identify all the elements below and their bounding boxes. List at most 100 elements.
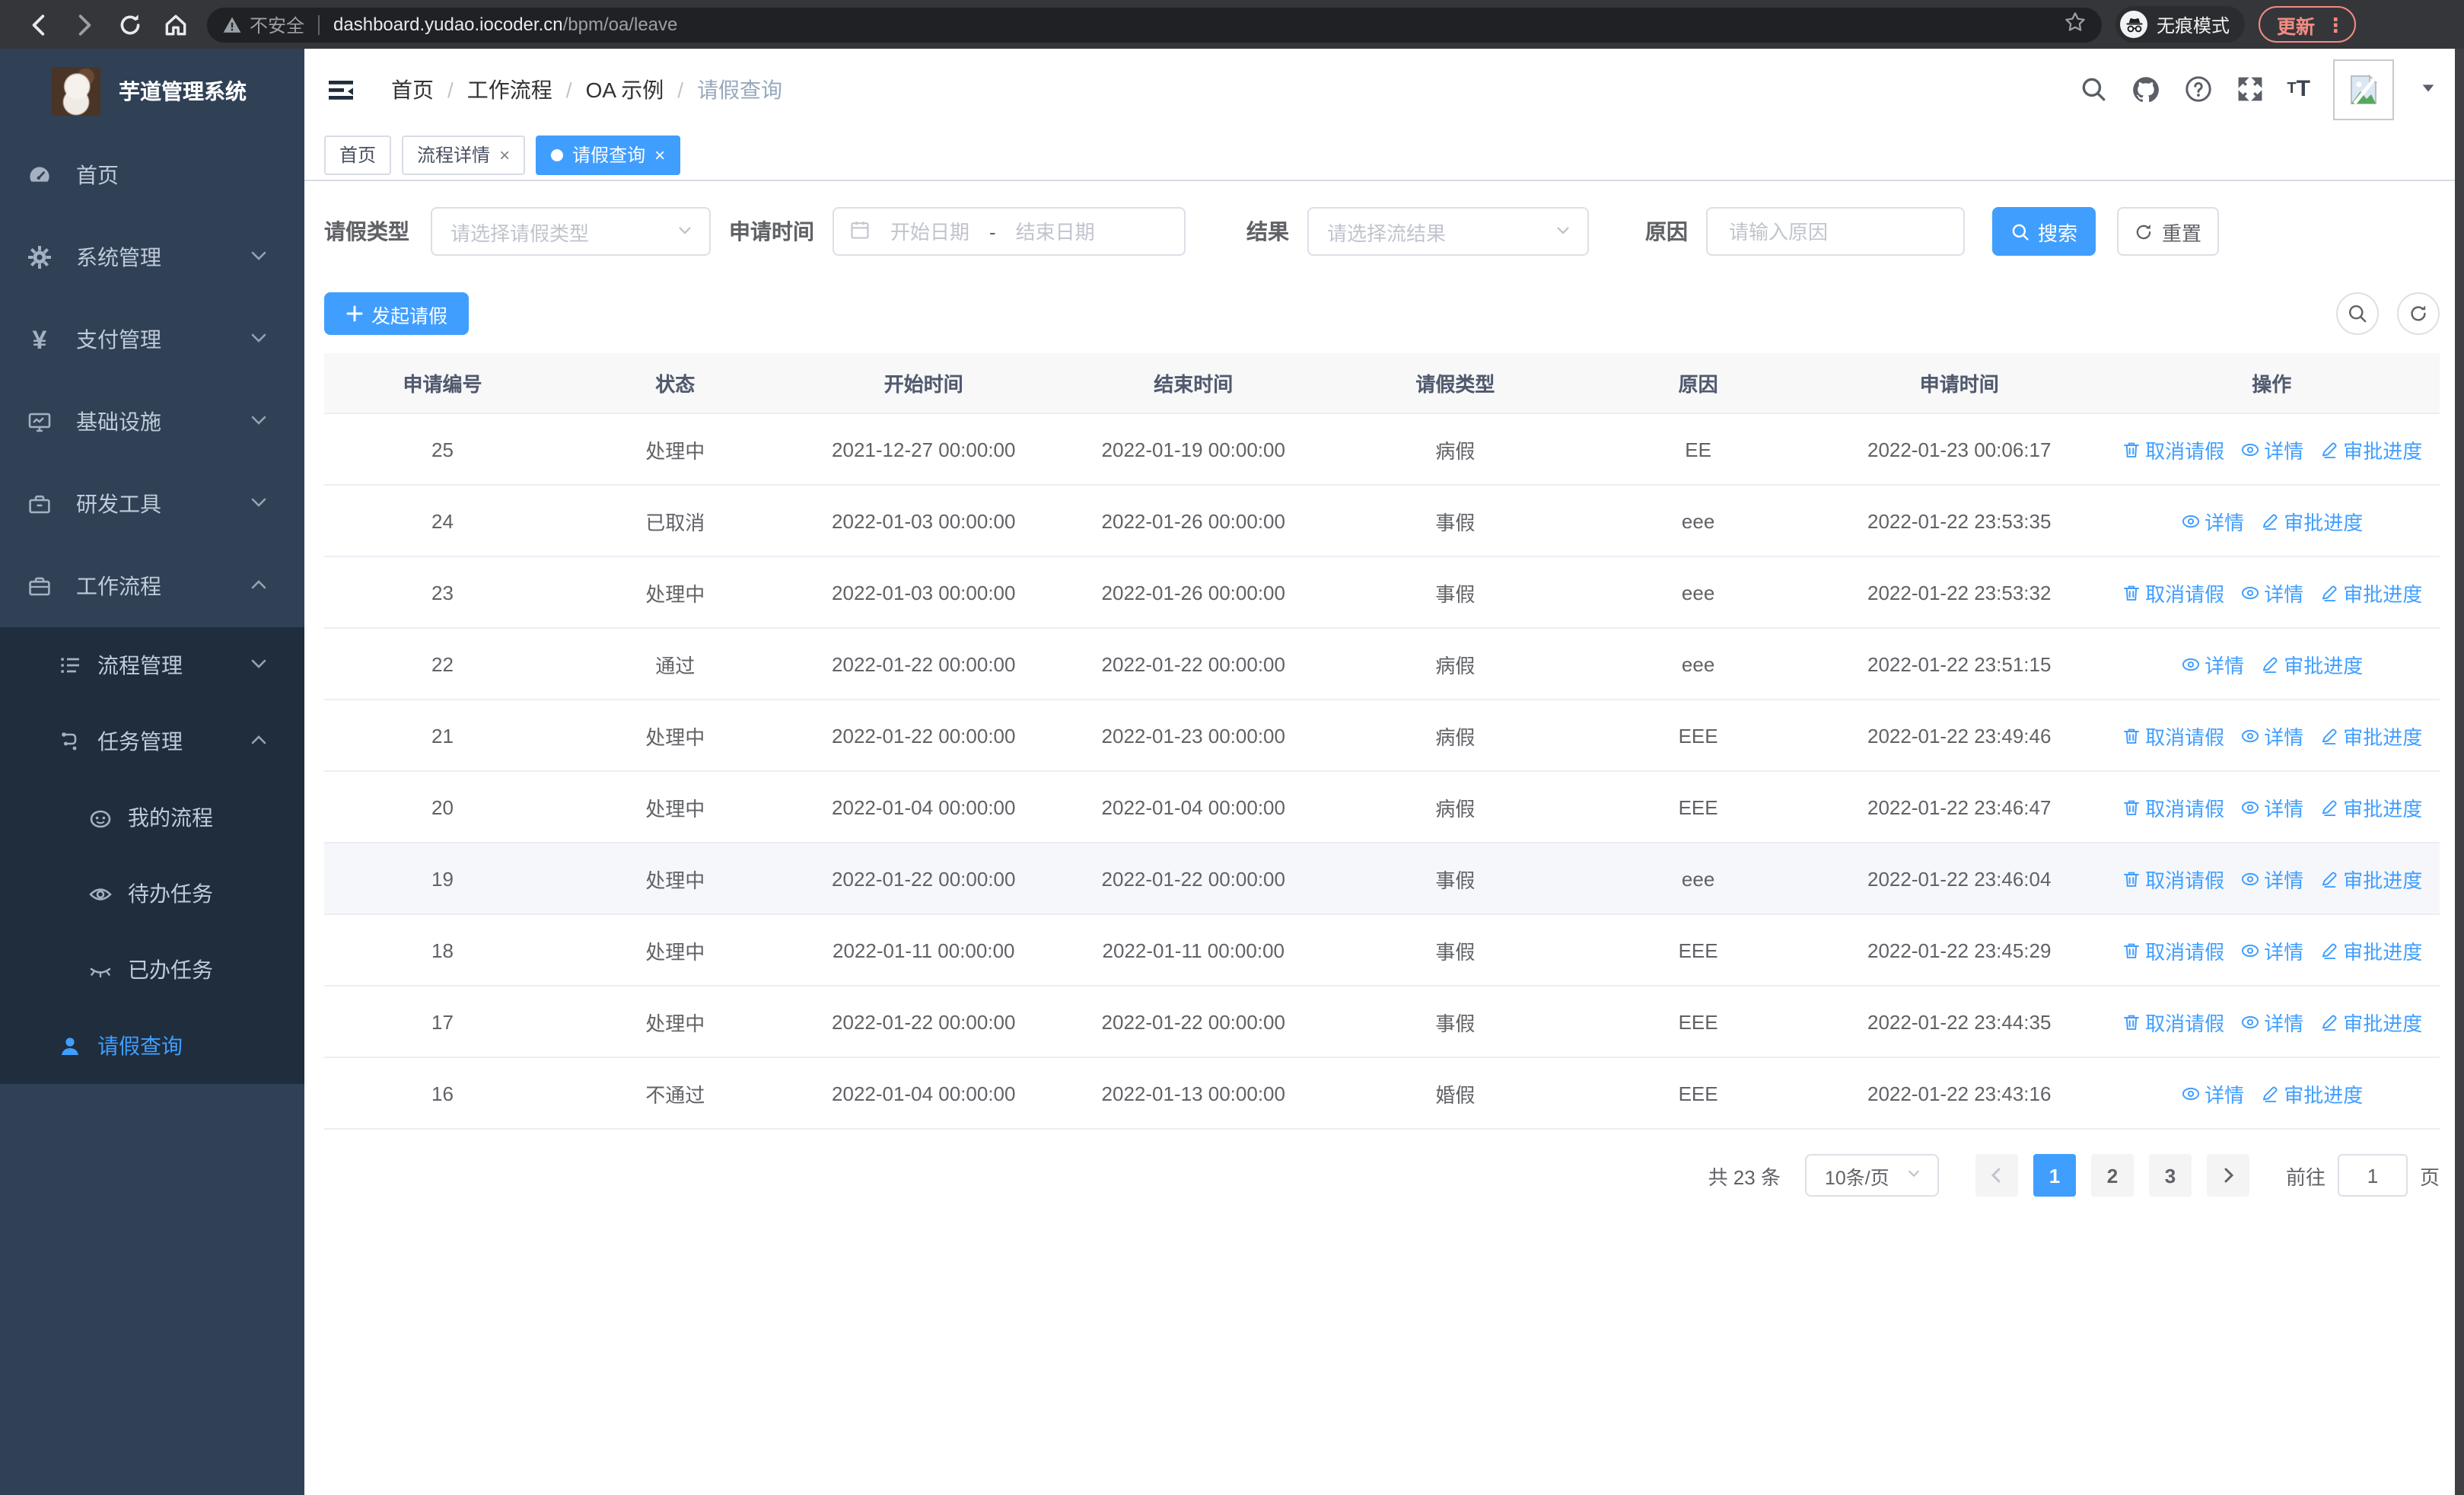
sidebar-item-process-mgmt[interactable]: 流程管理 [0,627,304,703]
fullscreen-icon[interactable] [2235,75,2264,104]
close-icon[interactable]: × [499,144,511,165]
start-date-input[interactable] [883,218,977,244]
browser-scrollbar[interactable] [2455,49,2464,1495]
sidebar-item-devtools[interactable]: 研发工具 [0,463,304,545]
reset-button[interactable]: 重置 [2117,207,2219,256]
table-row[interactable]: 22 通过 2022-01-22 00:00:00 2022-01-22 00:00:… [324,629,2440,700]
page-button-2[interactable]: 2 [2090,1154,2134,1197]
help-icon[interactable] [2183,75,2212,104]
sidebar-item-task-mgmt[interactable]: 任务管理 [0,703,304,779]
sidebar-item-done-tasks[interactable]: 已办任务 [0,932,304,1008]
action-progress[interactable]: 审批进度 [2319,864,2422,893]
action-progress[interactable]: 审批进度 [2319,792,2422,821]
action-progress[interactable]: 审批进度 [2319,435,2422,464]
reason-input[interactable] [1726,218,1945,244]
url-bar[interactable]: 不安全 dashboard.yudao.iocoder.cn/bpm/oa/le… [207,7,2102,42]
reason-label: 原因 [1645,219,1688,244]
table-cell: 事假 [1435,940,1476,963]
incognito-label: 无痕模式 [2157,14,2230,36]
prev-page-button[interactable] [1975,1154,2018,1197]
next-page-button[interactable] [2206,1154,2249,1197]
action-detail[interactable]: 详情 [2240,435,2303,464]
sidebar-item-workflow[interactable]: 工作流程 [0,545,304,627]
action-cancel[interactable]: 取消请假 [2121,578,2224,607]
sidebar-item-home[interactable]: 首页 [0,134,304,216]
tab-leave-query[interactable]: 请假查询 × [536,135,681,174]
action-progress[interactable]: 审批进度 [2319,1007,2422,1036]
sidebar-item-my-process[interactable]: 我的流程 [0,779,304,856]
action-progress[interactable]: 审批进度 [2319,936,2422,964]
home-icon[interactable] [152,5,198,44]
breadcrumb-workflow[interactable]: 工作流程 [466,77,552,101]
table-row[interactable]: 21 处理中 2022-01-22 00:00:00 2022-01-23 00:00… [324,700,2440,772]
search-icon[interactable] [2078,75,2107,104]
table-row[interactable]: 25 处理中 2021-12-27 00:00:00 2022-01-19 00:00… [324,414,2440,486]
back-icon[interactable] [15,5,61,44]
page-size-select[interactable]: 10条/页 [1804,1154,1939,1197]
collapse-sidebar-icon[interactable] [324,72,358,106]
reload-icon[interactable] [107,5,152,44]
result-select[interactable]: 请选择流结果 [1307,207,1589,256]
action-progress[interactable]: 审批进度 [2259,1079,2363,1108]
sidebar-item-payment[interactable]: ¥ 支付管理 [0,298,304,381]
page-button-1[interactable]: 1 [2033,1154,2076,1197]
action-detail[interactable]: 详情 [2180,506,2244,535]
refresh-table-button[interactable] [2397,292,2440,335]
page-button-3[interactable]: 3 [2148,1154,2192,1197]
table-row[interactable]: 16 不通过 2022-01-04 00:00:00 2022-01-13 00:00… [324,1058,2440,1130]
action-detail[interactable]: 详情 [2240,578,2303,607]
toggle-search-button[interactable] [2336,292,2379,335]
active-dot [551,148,564,161]
table-row[interactable]: 23 处理中 2022-01-03 00:00:00 2022-01-26 00:00… [324,557,2440,629]
action-cancel[interactable]: 取消请假 [2121,792,2224,821]
action-cancel[interactable]: 取消请假 [2121,936,2224,964]
action-detail[interactable]: 详情 [2180,649,2244,678]
sidebar-logo[interactable]: 芋道管理系统 [0,49,304,134]
security-chip[interactable]: 不安全 [222,11,304,37]
action-detail[interactable]: 详情 [2240,864,2303,893]
table-row[interactable]: 20 处理中 2022-01-04 00:00:00 2022-01-04 00:00… [324,772,2440,843]
action-detail[interactable]: 详情 [2240,1007,2303,1036]
forward-icon[interactable] [61,5,107,44]
sidebar-item-todo-tasks[interactable]: 待办任务 [0,856,304,932]
browser-menu-icon[interactable]: ⋮ [2326,13,2346,36]
end-date-input[interactable] [1008,218,1103,244]
action-detail[interactable]: 详情 [2240,936,2303,964]
tab-home[interactable]: 首页 [324,135,392,174]
github-icon[interactable] [2130,74,2160,104]
action-cancel[interactable]: 取消请假 [2121,435,2224,464]
action-progress[interactable]: 审批进度 [2319,578,2422,607]
sidebar-item-infra[interactable]: 基础设施 [0,381,304,463]
action-progress[interactable]: 审批进度 [2319,721,2422,750]
action-progress[interactable]: 审批进度 [2259,649,2363,678]
table-row[interactable]: 19 处理中 2022-01-22 00:00:00 2022-01-22 00:00… [324,843,2440,915]
table-row[interactable]: 24 已取消 2022-01-03 00:00:00 2022-01-26 00:00… [324,486,2440,557]
sidebar-item-system[interactable]: 系统管理 [0,216,304,298]
avatar[interactable] [2333,59,2394,120]
sidebar-item-leave-query[interactable]: 请假查询 [0,1008,304,1084]
bookmark-star-icon[interactable] [2064,11,2087,38]
action-detail[interactable]: 详情 [2240,792,2303,821]
pen-icon [2262,1085,2277,1102]
table-cell: 18 [431,939,454,961]
leave-type-select[interactable]: 请选择请假类型 [431,207,711,256]
action-detail[interactable]: 详情 [2240,721,2303,750]
apply-time-range-picker[interactable]: - [832,207,1186,256]
table-row[interactable]: 18 处理中 2022-01-11 00:00:00 2022-01-11 00:00… [324,915,2440,987]
close-icon[interactable]: × [654,144,666,165]
action-cancel[interactable]: 取消请假 [2121,1007,2224,1036]
create-leave-button[interactable]: 发起请假 [324,292,470,335]
action-detail[interactable]: 详情 [2180,1079,2244,1108]
avatar-caret-icon[interactable] [2420,75,2437,103]
search-button[interactable]: 搜索 [1992,207,2096,256]
breadcrumb-home[interactable]: 首页 [391,77,434,101]
tab-process-detail[interactable]: 流程详情 × [402,135,526,174]
goto-page-input[interactable] [2337,1154,2408,1197]
action-progress[interactable]: 审批进度 [2259,506,2363,535]
breadcrumb-oa-example[interactable]: OA 示例 [585,77,664,101]
action-cancel[interactable]: 取消请假 [2121,721,2224,750]
update-button[interactable]: 更新 ⋮ [2259,6,2357,43]
action-cancel[interactable]: 取消请假 [2121,864,2224,893]
table-row[interactable]: 17 处理中 2022-01-22 00:00:00 2022-01-22 00:00… [324,987,2440,1058]
